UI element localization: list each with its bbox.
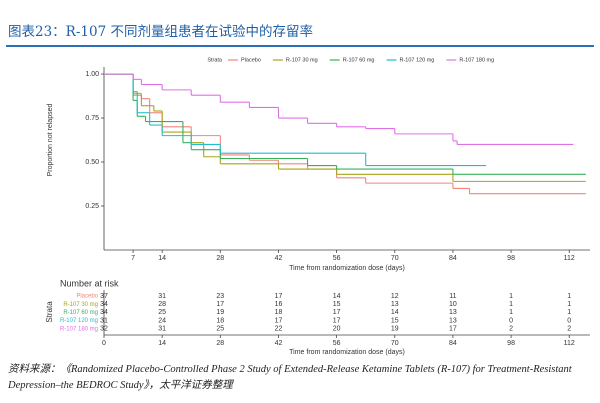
risk-x-tick-label: 14: [158, 340, 166, 347]
risk-count: 1: [509, 309, 513, 316]
header-rule: [6, 45, 594, 47]
risk-strata-label: Strata: [45, 301, 54, 323]
risk-count: 0: [509, 317, 513, 324]
risk-x-tick-label: 70: [391, 340, 399, 347]
y-axis-label: Proportion not relapsed: [47, 104, 54, 177]
risk-count: 24: [158, 317, 166, 324]
risk-title: Number at risk: [60, 278, 119, 288]
risk-count: 25: [158, 309, 166, 316]
risk-count: 0: [567, 317, 571, 324]
risk-count: 31: [158, 326, 166, 333]
risk-x-tick-label: 0: [102, 340, 106, 347]
risk-count: 22: [275, 326, 283, 333]
legend-label: R-107 30 mg: [286, 57, 318, 63]
risk-count: 17: [333, 309, 341, 316]
y-tick-label: 1.00: [85, 71, 99, 78]
risk-count: 13: [449, 317, 457, 324]
risk-count: 2: [567, 326, 571, 333]
risk-count: 12: [391, 293, 399, 300]
legend-title: Strata: [207, 57, 223, 63]
chart: Proportion not relapsed Time from random…: [45, 57, 590, 356]
risk-count: 13: [391, 301, 399, 308]
risk-count: 16: [275, 301, 283, 308]
legend-label: R-107 60 mg: [343, 57, 375, 63]
risk-count: 17: [275, 293, 283, 300]
risk-count: 19: [391, 326, 399, 333]
risk-count: 2: [509, 326, 513, 333]
y-tick-label: 0.50: [85, 159, 99, 166]
header-title: 图表23：R-107 不同剂量组患者在试验中的存留率: [8, 24, 313, 40]
risk-count: 28: [158, 301, 166, 308]
risk-count: 17: [333, 317, 341, 324]
x-tick-label: 7: [131, 255, 135, 262]
y-tick-label: 0.75: [85, 115, 99, 122]
risk-count: 1: [509, 301, 513, 308]
risk-count: 18: [275, 309, 283, 316]
risk-row-label: R-107 60 mg: [63, 310, 98, 316]
risk-count: 1: [509, 293, 513, 300]
risk-row-label: R-107 30 mg: [63, 302, 98, 308]
risk-count: 23: [216, 293, 224, 300]
risk-count: 1: [567, 293, 571, 300]
risk-count: 1: [567, 301, 571, 308]
x-tick-label: 112: [564, 255, 575, 262]
risk-count: 19: [216, 309, 224, 316]
risk-count: 13: [449, 309, 457, 316]
risk-x-tick-label: 112: [564, 340, 575, 347]
x-tick-label: 28: [216, 255, 224, 262]
x-tick-label: 84: [449, 255, 457, 262]
legend-label: R-107 120 mg: [399, 57, 434, 63]
x-axis-label: Time from randomization dose (days): [289, 265, 405, 272]
risk-count: 15: [391, 317, 399, 324]
risk-count: 14: [333, 293, 341, 300]
x-tick-label: 14: [158, 255, 166, 262]
risk-count: 10: [449, 301, 457, 308]
risk-count: 1: [567, 309, 571, 316]
footer-source: 资料来源：《Randomized Placebo-Controlled Phas…: [8, 364, 572, 391]
risk-x-axis-label: Time from randomization dose (days): [289, 349, 405, 356]
risk-count: 18: [216, 317, 224, 324]
risk-x-tick-label: 56: [333, 340, 341, 347]
legend-label: Placebo: [241, 57, 261, 63]
risk-row-label: Placebo: [76, 294, 98, 300]
risk-count: 20: [333, 326, 341, 333]
x-tick-label: 98: [507, 255, 515, 262]
risk-count: 17: [275, 317, 283, 324]
risk-count: 17: [216, 301, 224, 308]
risk-count: 14: [391, 309, 399, 316]
x-tick-label: 56: [333, 255, 341, 262]
y-tick-label: 0.25: [85, 203, 99, 210]
risk-x-tick-label: 28: [216, 340, 224, 347]
risk-count: 15: [333, 301, 341, 308]
risk-count: 25: [216, 326, 224, 333]
risk-count: 31: [158, 293, 166, 300]
risk-x-tick-label: 42: [275, 340, 283, 347]
risk-row-label: R-107 180 mg: [60, 326, 98, 332]
legend-label: R-107 180 mg: [459, 57, 494, 63]
x-tick-label: 70: [391, 255, 399, 262]
risk-row-label: R-107 120 mg: [60, 318, 98, 324]
x-tick-label: 42: [275, 255, 283, 262]
risk-x-tick-label: 98: [507, 340, 515, 347]
risk-count: 11: [449, 293, 456, 300]
risk-count: 17: [449, 326, 457, 333]
risk-x-tick-label: 84: [449, 340, 457, 347]
